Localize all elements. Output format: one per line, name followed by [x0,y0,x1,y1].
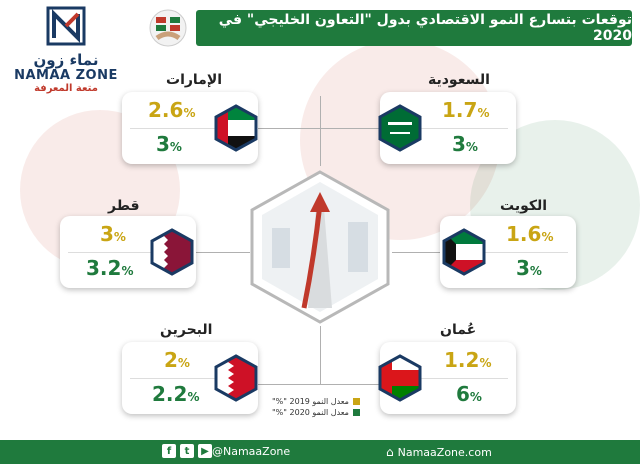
connector-line [320,96,321,166]
growth-2020-value: 3% [452,132,478,156]
growth-2019-value: 1.2% [444,348,492,372]
footer-bar: f t ▶ @NamaaZone ⌂ NamaaZone.com [0,440,640,464]
kuwait-flag-icon [442,228,486,276]
connector-line [196,252,250,253]
gcc-handshake-icon [149,9,187,47]
growth-2019-value: 2.6% [148,98,196,122]
twitter-icon[interactable]: t [180,444,194,458]
country-name-uae: الإمارات [166,72,223,88]
growth-2020-value: 6% [456,382,482,406]
youtube-icon[interactable]: ▶ [198,444,212,458]
country-card-oman: 1.2% 6% [380,342,516,414]
connector-line [320,128,386,129]
logo-english: NAMAA ZONE [14,68,118,83]
connector-line [392,252,444,253]
card-divider [68,252,188,253]
legend-swatch-2019 [352,398,360,405]
oman-flag-icon [378,354,422,402]
legend-label-2020: معدل النمو 2020 "%" [272,408,349,417]
legend-item-2020: معدل النمو 2020 "%" [272,407,360,418]
website-link[interactable]: ⌂ NamaaZone.com [386,445,492,459]
uae-flag-icon [214,104,258,152]
social-handle[interactable]: @NamaaZone [212,445,291,458]
connector-line [256,128,320,129]
bahrain-flag-icon [214,354,258,402]
logo-mark-icon [46,6,86,46]
legend-swatch-2020 [352,409,360,416]
logo-arabic: نماء زون [33,51,99,69]
home-icon: ⌂ [386,445,394,459]
legend: معدل النمو 2019 "%" معدل النمو 2020 "%" [272,396,360,418]
growth-arrow-illustration [250,170,390,324]
legend-label-2019: معدل النمو 2019 "%" [272,397,349,406]
legend-item-2019: معدل النمو 2019 "%" [272,396,360,407]
connector-line [256,384,386,385]
connector-line [320,326,321,384]
growth-2020-value: 3.2% [86,256,134,280]
website-text: NamaaZone.com [397,445,492,459]
growth-2019-value: 1.7% [442,98,490,122]
logo-tagline: متعة المعرفة [34,83,98,94]
page-title: توقعات بتسارع النمو الاقتصادي بدول "التع… [196,10,632,46]
card-divider [448,252,568,253]
saudi-flag-icon [378,104,422,152]
country-name-qatar: قطر [108,198,140,214]
country-name-saudi: السعودية [428,72,490,88]
social-icons: f t ▶ [162,444,212,458]
country-name-oman: عُمان [440,322,477,338]
growth-2019-value: 1.6% [506,222,554,246]
card-divider [388,128,508,129]
card-divider [130,128,250,129]
card-divider [130,378,250,379]
growth-2019-value: 3% [100,222,126,246]
facebook-icon[interactable]: f [162,444,176,458]
namaa-zone-logo: نماء زون NAMAA ZONE متعة المعرفة [6,4,126,96]
country-name-kuwait: الكويت [500,198,548,214]
growth-2020-value: 3% [156,132,182,156]
qatar-flag-icon [150,228,194,276]
growth-2020-value: 3% [516,256,542,280]
card-divider [388,378,508,379]
growth-2019-value: 2% [164,348,190,372]
growth-2020-value: 2.2% [152,382,200,406]
country-name-bahrain: البحرين [160,322,213,338]
